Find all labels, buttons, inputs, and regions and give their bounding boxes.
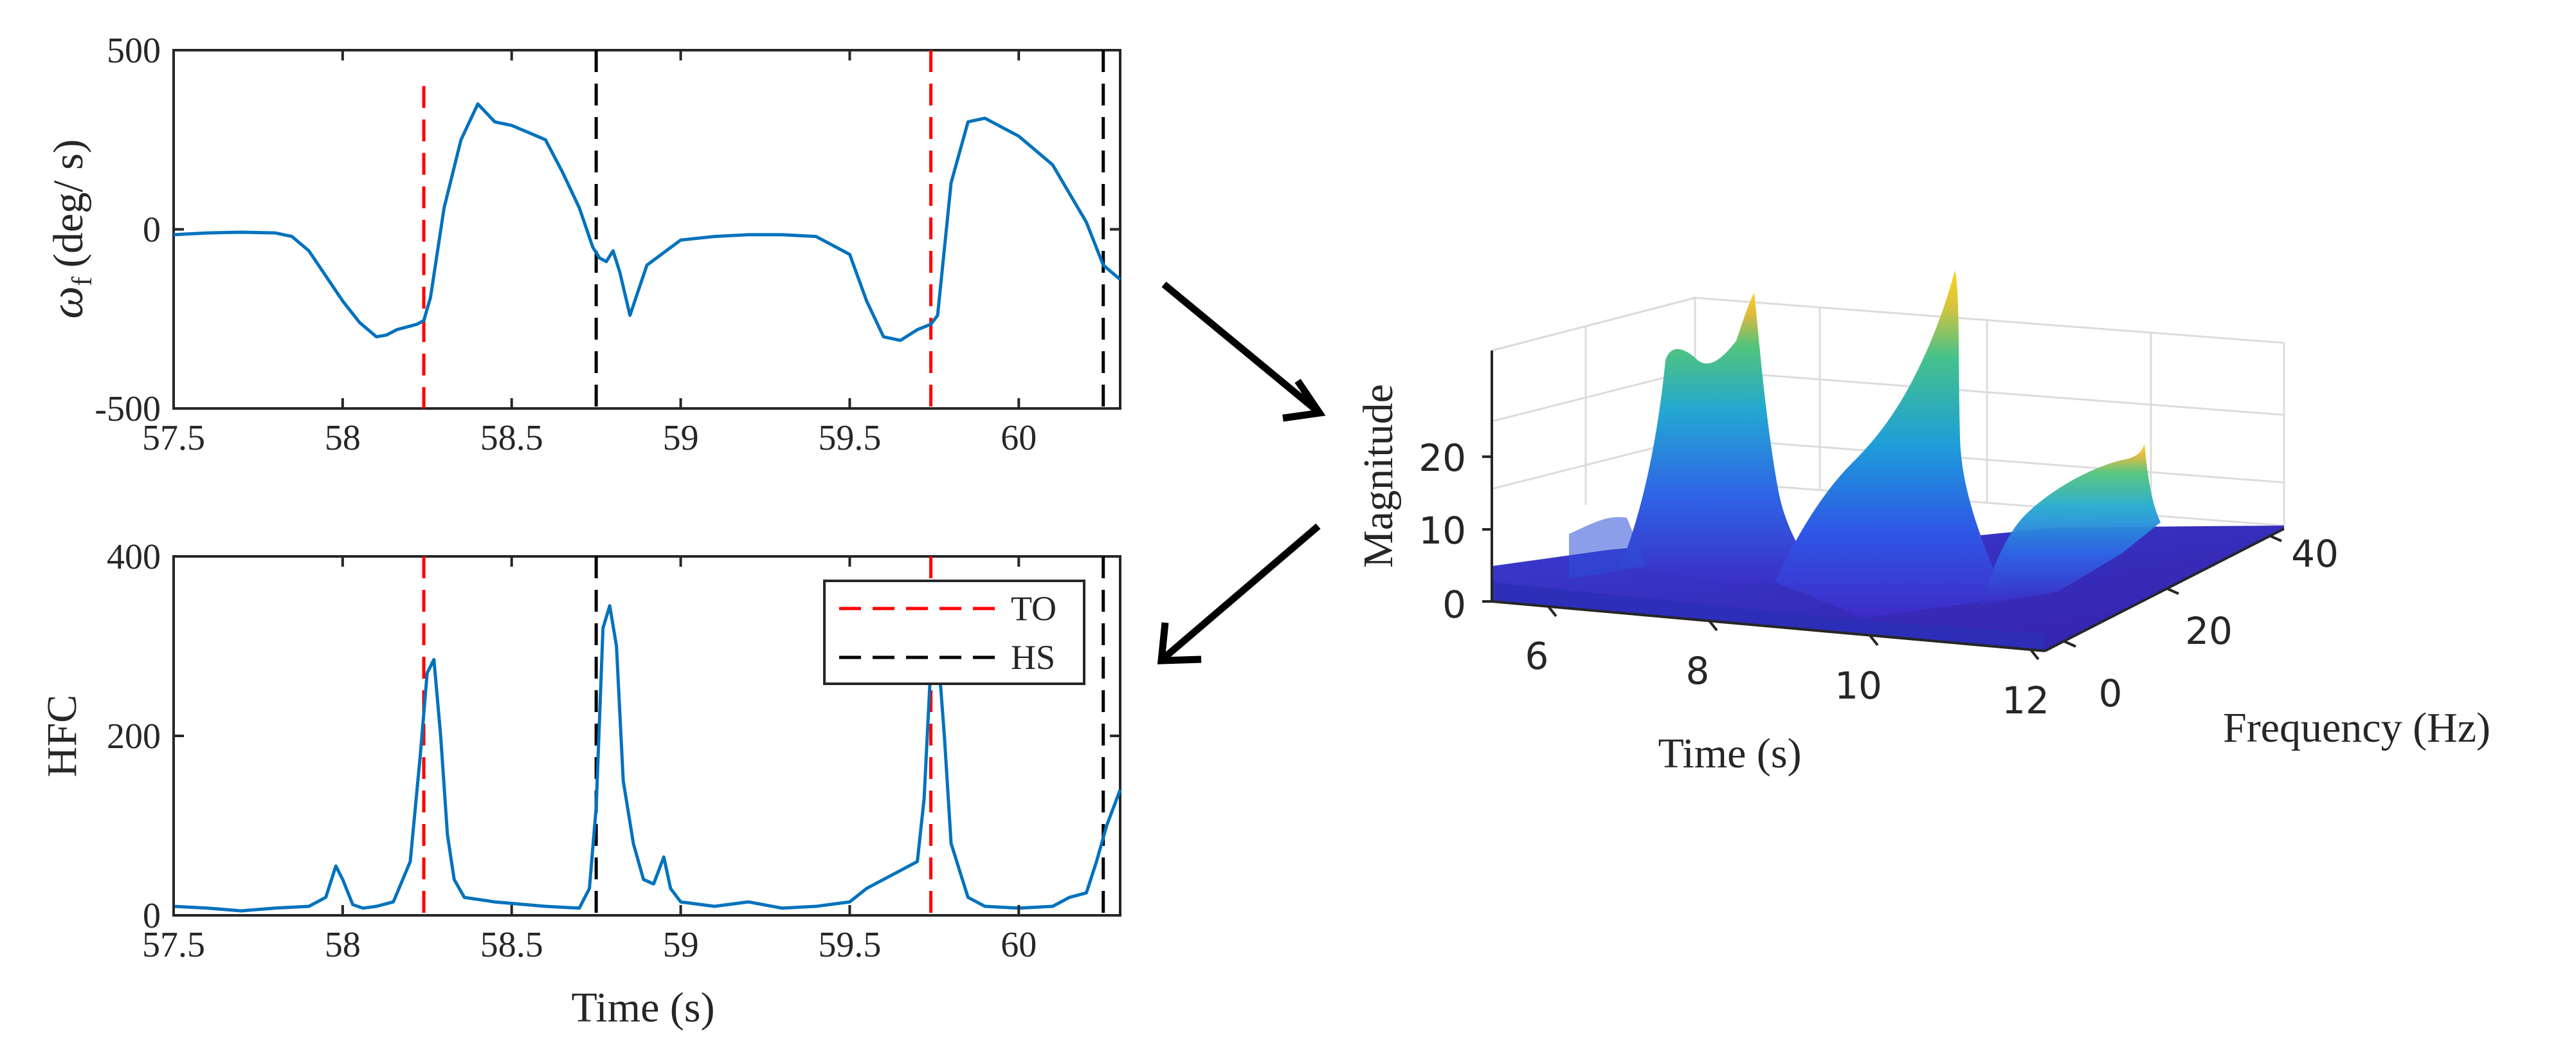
y-axis-label: Frequency (Hz) xyxy=(2223,704,2490,751)
x-tick-label: 57.5 xyxy=(142,925,205,965)
x-tick-label: 59 xyxy=(663,418,699,458)
x-axis-label: Time (s) xyxy=(1658,730,1801,777)
y-tick-label: 200 xyxy=(107,717,161,756)
x-tick-label: 58.5 xyxy=(480,418,543,458)
y-tick-label: 0 xyxy=(143,210,161,250)
y-tick-label: 400 xyxy=(107,537,161,577)
x-axis-label: Time (s) xyxy=(571,984,714,1031)
legend-to-label: TO xyxy=(1011,589,1057,628)
z-tick-label: 20 xyxy=(1419,436,1466,480)
surface-peak xyxy=(1620,293,1820,585)
surface-ripple xyxy=(1569,517,1646,579)
flow-arrows xyxy=(1157,281,1326,664)
x-tick-label: 6 xyxy=(1525,634,1549,678)
x-tick-label: 60 xyxy=(1001,925,1037,965)
angular-velocity-series xyxy=(173,102,1121,342)
x-tick-label: 58.5 xyxy=(480,925,543,965)
arrow-head xyxy=(1157,622,1202,664)
arrow-to-hfc xyxy=(1161,523,1321,661)
angular-velocity-plot: 57.5 58 58.5 59 59.5 60 -500 0 500 ωf(deg/ s) xyxy=(41,31,1121,458)
grid-3d xyxy=(1491,297,2285,527)
z-tick-label: 0 xyxy=(1442,583,1466,627)
y-tick-label: 0 xyxy=(2099,672,2123,715)
x-tick-label: 57.5 xyxy=(142,418,205,458)
x-tick-label: 60 xyxy=(1001,418,1037,458)
x-tick-label: 59.5 xyxy=(818,925,881,965)
spectrogram-3d-plot: 0 10 20 6 8 10 12 0 20 40 Magnitude Time… xyxy=(1355,270,2490,777)
x-tick-label: 58 xyxy=(325,925,361,965)
y-tick-label: 0 xyxy=(143,896,161,936)
x-tick-label: 59 xyxy=(663,925,699,965)
legend: TO HS xyxy=(823,580,1085,685)
legend-box xyxy=(823,580,1085,685)
plot-frame xyxy=(172,49,1121,410)
y-tick-label: 20 xyxy=(2185,609,2233,653)
x-tick-label: 8 xyxy=(1686,649,1710,693)
arrow-head xyxy=(1282,378,1326,422)
x-tick-label: 59.5 xyxy=(818,418,881,458)
surface-peak xyxy=(1981,444,2161,605)
surface-peak xyxy=(1775,270,2006,618)
surface-front-edge xyxy=(1492,582,2045,651)
hfc-plot: 57.5 58 58.5 59 59.5 60 0 200 400 HFC Time (s) T… xyxy=(39,537,1122,1031)
x-tick-label: 10 xyxy=(1835,664,1882,708)
arrow-to-spectrogram xyxy=(1161,281,1321,415)
y-tick-label: 40 xyxy=(2291,532,2339,576)
y-tick-label: -500 xyxy=(95,389,161,429)
surface xyxy=(1492,270,2284,651)
axes-3d: 0 10 20 6 8 10 12 0 20 40 Magnitude Time… xyxy=(1355,351,2490,777)
y-axis xyxy=(2044,527,2285,652)
z-tick-label: 10 xyxy=(1419,509,1466,553)
y-tick-label: 500 xyxy=(107,31,161,71)
x-axis xyxy=(1491,600,2045,652)
y-axis-label: HFC xyxy=(39,695,86,777)
x-tick-label: 12 xyxy=(2002,679,2049,722)
x-tick-label: 58 xyxy=(325,418,361,458)
z-axis-label: Magnitude xyxy=(1355,384,1402,568)
y-axis-label: ωf(deg/ s) xyxy=(41,139,98,318)
hfc-series xyxy=(173,604,1122,913)
legend-hs-label: HS xyxy=(1011,638,1055,677)
